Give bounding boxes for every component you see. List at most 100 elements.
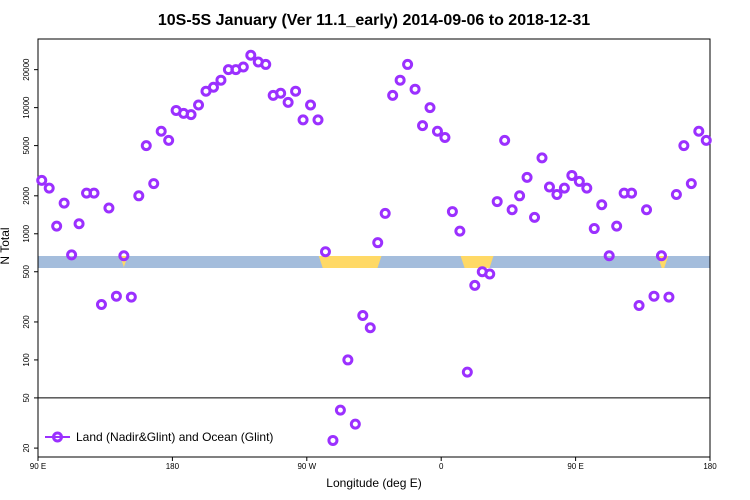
data-point [312,114,324,126]
data-point [596,199,608,211]
x-tick-label: 90 E [567,462,583,471]
data-point [641,204,653,216]
data-point [439,131,451,143]
data-point [409,83,421,95]
data-point [73,218,85,230]
data-point [506,204,518,216]
data-point [305,99,317,111]
data-point [58,197,70,209]
data-point [118,250,130,262]
data-point [663,291,675,303]
map-band [38,256,710,268]
data-point [133,190,145,202]
x-axis-label: Longitude (deg E) [326,476,421,490]
data-point [461,366,473,378]
data-point [237,61,249,73]
data-point [693,125,705,137]
data-point [670,188,682,200]
data-point [43,182,55,194]
data-point [603,250,615,262]
data-point [215,74,227,86]
x-tick-label: 90 E [30,462,46,471]
y-tick-label: 5000 [22,136,31,154]
y-tick-label: 20 [22,443,31,452]
data-point [469,279,481,291]
data-point [521,171,533,183]
data-point [51,220,63,232]
data-point [342,354,354,366]
y-axis-label: N Total [0,227,12,264]
y-tick-label: 2000 [22,186,31,204]
x-tick-label: 90 W [297,462,316,471]
data-point [394,74,406,86]
data-point [633,300,645,312]
data-point [125,291,137,303]
x-tick-label: 0 [439,462,444,471]
data-point [245,49,257,61]
y-tick-label: 10000 [22,96,31,119]
data-point [655,250,667,262]
data-point [536,152,548,164]
chart-title: 10S-5S January (Ver 11.1_early) 2014-09-… [158,12,590,29]
data-point [581,182,593,194]
y-tick-label: 50 [22,393,31,402]
data-point [110,290,122,302]
land-patch [460,256,494,268]
data-point [334,404,346,416]
y-axis: 20 50 100 200 500 1000 2000 5000 10000 20000 [22,58,38,453]
y-tick-label: 500 [22,265,31,279]
data-point [36,174,48,186]
data-point [626,187,638,199]
data-point [140,140,152,152]
data-point [379,207,391,219]
data-point [297,114,309,126]
data-point [551,188,563,200]
data-point [260,58,272,70]
data-points [36,49,712,446]
data-point [491,196,503,208]
data-point [290,85,302,97]
data-point [372,237,384,249]
y-tick-label: 100 [22,353,31,367]
data-point [417,120,429,132]
data-point [700,134,712,146]
x-axis: 90 E 180 90 W 0 90 E 180 [30,457,717,471]
data-point [678,140,690,152]
data-point [364,322,376,334]
data-point [499,134,511,146]
x-tick-label: 180 [703,462,717,471]
data-point [282,96,294,108]
data-point [103,202,115,214]
data-point [387,89,399,101]
data-point [484,268,496,280]
data-point [566,169,578,181]
data-point [275,87,287,99]
data-point [402,58,414,70]
data-point [319,246,331,258]
data-point [573,175,585,187]
y-tick-label: 200 [22,315,31,329]
data-point [327,434,339,446]
legend-label: Land (Nadir&Glint) and Ocean (Glint) [76,430,273,444]
y-tick-label: 20000 [22,58,31,81]
data-point [454,225,466,237]
data-point [685,178,697,190]
data-point [349,418,361,430]
data-point [185,109,197,121]
data-point [155,125,167,137]
data-point [88,187,100,199]
data-point [514,190,526,202]
data-point [424,102,436,114]
y-tick-label: 1000 [22,224,31,242]
data-point [95,299,107,311]
data-point [66,249,78,261]
data-point [543,181,555,193]
data-point [431,125,443,137]
data-point [163,134,175,146]
data-point [193,99,205,111]
land-patch [318,256,382,268]
data-point [648,290,660,302]
legend: Land (Nadir&Glint) and Ocean (Glint) [45,430,273,444]
data-point [588,223,600,235]
